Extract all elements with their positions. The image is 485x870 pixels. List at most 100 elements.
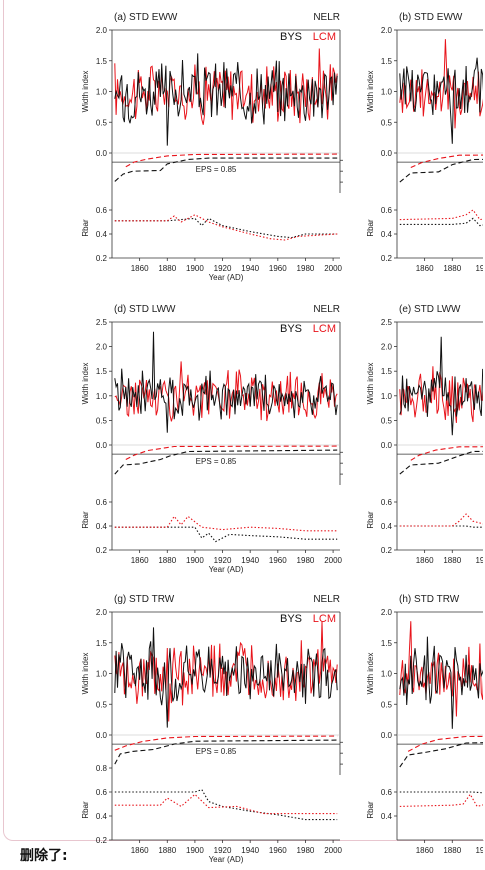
y-tick-label: 2.0 bbox=[96, 343, 108, 352]
y-tick-label: 0.5 bbox=[381, 700, 393, 709]
y-tick-label: 0.5 bbox=[96, 700, 108, 709]
x-tick-label: 1880 bbox=[158, 264, 176, 273]
x-tick-label: 1880 bbox=[443, 556, 461, 565]
rbar-tick-label: 0.2 bbox=[381, 254, 393, 263]
x-tick-label: 1920 bbox=[214, 556, 232, 565]
x-tick-label-cut: 19 bbox=[475, 556, 483, 565]
y-tick-label: 2.5 bbox=[381, 318, 393, 327]
lcm-rbar-series bbox=[114, 515, 338, 532]
x-tick-label: 1900 bbox=[186, 556, 204, 565]
chart-panel-b: (b) STD EWW 0.0 0.5 1.0 1.5 2.0 Width index 0.2… bbox=[355, 8, 483, 283]
x-tick-label: 1940 bbox=[241, 264, 259, 273]
x-tick-label: 1900 bbox=[186, 846, 204, 855]
y-axis-label: Width index bbox=[81, 71, 90, 113]
bys-rbar-series bbox=[399, 217, 483, 227]
legend-bys: BYS bbox=[280, 31, 302, 43]
y-tick-label: 2.0 bbox=[381, 26, 393, 35]
y-tick-label: 0.0 bbox=[96, 441, 108, 450]
y-tick-label: 1.5 bbox=[96, 57, 108, 66]
panel-title: (d) STD LWW bbox=[114, 304, 176, 315]
y-tick-label: 1.0 bbox=[96, 670, 108, 679]
legend-bys: BYS bbox=[280, 323, 302, 335]
x-tick-label-cut: 19 bbox=[475, 264, 483, 273]
rbar-tick-label: 0.6 bbox=[381, 498, 393, 507]
lcm-eps-series bbox=[407, 735, 483, 752]
bys-width-series bbox=[114, 331, 338, 433]
rbar-tick-label: 0.6 bbox=[96, 206, 108, 215]
panel-title: (g) STD TRW bbox=[114, 594, 175, 605]
x-tick-label: 1860 bbox=[416, 556, 434, 565]
y-tick-label: 0.5 bbox=[96, 118, 108, 127]
chart-panel-a: (a) STD EWW NELR BYS LCM 0.0 0.5 1.0 1.5 2.0 Widt… bbox=[70, 8, 345, 283]
y-tick-label: 2.5 bbox=[96, 318, 108, 327]
rbar-tick-label: 0.4 bbox=[96, 230, 108, 239]
chart-svg-h: (h) STD TRW 0.0 0.5 1.0 1.5 2.0 Width index 0.4… bbox=[366, 594, 483, 855]
lcm-eps-series bbox=[125, 153, 338, 168]
chart-svg-g: (g) STD TRW NELR BYS LCM 0.0 0.5 1.0 1.5 2.0 Widt… bbox=[81, 594, 343, 864]
y-tick-label: 0.0 bbox=[381, 149, 393, 158]
bys-rbar-series bbox=[399, 791, 483, 794]
rbar-axis-label: Rbar bbox=[81, 801, 90, 819]
panel-title: (b) STD EWW bbox=[399, 12, 463, 23]
y-axis-label: Width index bbox=[81, 363, 90, 405]
y-tick-label: 1.5 bbox=[381, 367, 393, 376]
x-axis-label: Year (AD) bbox=[209, 273, 244, 282]
rbar-tick-label: 0.2 bbox=[96, 254, 108, 263]
lcm-width-series bbox=[399, 366, 483, 423]
x-tick-label: 2000 bbox=[324, 264, 342, 273]
y-tick-label: 1.5 bbox=[96, 639, 108, 648]
rbar-tick-label: 0.2 bbox=[96, 836, 108, 845]
bys-width-series bbox=[399, 336, 483, 436]
rbar-tick-label: 0.6 bbox=[381, 788, 393, 797]
x-tick-label: 2000 bbox=[324, 846, 342, 855]
x-tick-label: 1900 bbox=[186, 264, 204, 273]
bys-eps-series bbox=[114, 739, 338, 765]
rbar-tick-label: 0.8 bbox=[96, 764, 108, 773]
chart-svg-a: (a) STD EWW NELR BYS LCM 0.0 0.5 1.0 1.5 2.0 Widt… bbox=[81, 12, 343, 282]
rbar-axis-label: Rbar bbox=[81, 219, 90, 237]
rbar-axis-label: Rbar bbox=[366, 219, 375, 237]
rbar-axis-label: Rbar bbox=[366, 801, 375, 819]
x-tick-label: 1940 bbox=[241, 556, 259, 565]
y-tick-label: 1.0 bbox=[96, 392, 108, 401]
y-tick-label: 0.5 bbox=[381, 118, 393, 127]
y-tick-label: 0.0 bbox=[381, 731, 393, 740]
chart-svg-e: (e) STD LWW 0.0 0.5 1.0 1.5 2.0 2.5 Width index… bbox=[366, 304, 483, 565]
y-axis-label: Width index bbox=[366, 653, 375, 695]
y-tick-label: 2.0 bbox=[96, 26, 108, 35]
legend-lcm: LCM bbox=[313, 31, 336, 43]
legend-lcm: LCM bbox=[313, 323, 336, 335]
y-tick-label: 2.0 bbox=[381, 608, 393, 617]
rbar-axis-label: Rbar bbox=[81, 511, 90, 529]
y-tick-label: 0.0 bbox=[96, 731, 108, 740]
x-tick-label: 1860 bbox=[131, 264, 149, 273]
x-tick-label: 1880 bbox=[443, 264, 461, 273]
bys-eps-series bbox=[114, 449, 338, 475]
y-tick-label: 1.0 bbox=[381, 392, 393, 401]
lcm-rbar-series bbox=[114, 214, 338, 241]
y-axis-label: Width index bbox=[366, 71, 375, 113]
lcm-rbar-series bbox=[114, 793, 338, 815]
lcm-eps-series bbox=[114, 735, 338, 751]
y-tick-label: 0.0 bbox=[381, 441, 393, 450]
y-tick-label: 1.0 bbox=[381, 88, 393, 97]
rbar-tick-label: 0.4 bbox=[381, 230, 393, 239]
x-tick-label: 2000 bbox=[324, 556, 342, 565]
y-tick-label: 1.5 bbox=[381, 639, 393, 648]
x-tick-label: 1860 bbox=[131, 556, 149, 565]
lcm-eps-series bbox=[410, 446, 483, 461]
site-label: NELR bbox=[313, 12, 340, 23]
y-tick-label: 1.5 bbox=[96, 367, 108, 376]
x-tick-label: 1880 bbox=[443, 846, 461, 855]
rbar-tick-label: 0.4 bbox=[381, 522, 393, 531]
x-tick-label: 1880 bbox=[158, 556, 176, 565]
site-label: NELR bbox=[313, 594, 340, 605]
lcm-eps-series bbox=[125, 445, 338, 460]
x-tick-label: 1960 bbox=[269, 264, 287, 273]
rbar-tick-label: 0.4 bbox=[96, 522, 108, 531]
x-tick-label-cut: 19 bbox=[475, 846, 483, 855]
y-tick-label: 1.5 bbox=[381, 57, 393, 66]
chart-svg-d: (d) STD LWW NELR BYS LCM 0.0 0.5 1.0 1.5 2.0 2.5 W… bbox=[81, 304, 343, 574]
rbar-tick-label: 0.4 bbox=[96, 812, 108, 821]
y-tick-label: 2.0 bbox=[381, 343, 393, 352]
